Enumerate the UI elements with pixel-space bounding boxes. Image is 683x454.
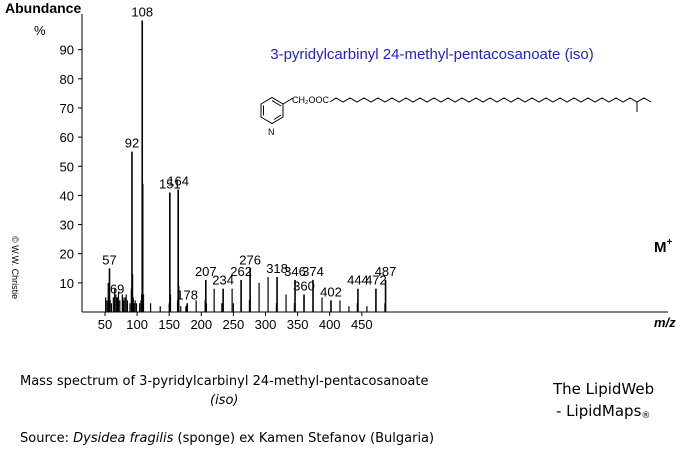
peak-label: 207 xyxy=(195,264,217,279)
brand-lipidmaps-text: - LipidMaps xyxy=(556,402,642,420)
peak-label: 164 xyxy=(167,174,189,189)
x-tick-label: 250 xyxy=(223,317,245,332)
peak-label: 57 xyxy=(102,252,116,267)
brand-lipidweb: The LipidWeb xyxy=(553,380,655,398)
x-tick-label: 50 xyxy=(98,317,112,332)
peak-label: 472 xyxy=(365,273,387,288)
peak-label: 487 xyxy=(375,264,397,279)
peak-label: 151 xyxy=(159,176,181,191)
peak-label: 108 xyxy=(131,5,153,20)
peak-label: 402 xyxy=(320,284,342,299)
figure-caption: Mass spectrum of 3-pyridylcarbinyl 24-me… xyxy=(20,374,429,389)
x-axis-ticks: 50 100 150 200 250 300 350 400 450 xyxy=(98,312,373,332)
mass-spectrum-chart: Abundance % 3-pyridylcarbinyl 24-methyl-… xyxy=(5,0,676,332)
peak-label: 276 xyxy=(239,252,261,267)
y-axis-title: Abundance xyxy=(5,0,81,16)
y-tick-label: 40 xyxy=(60,188,74,203)
peak-label: 374 xyxy=(302,264,324,279)
peak-label: 178 xyxy=(176,287,198,302)
peak-label: 360 xyxy=(293,279,315,294)
y-tick-label: 20 xyxy=(60,247,74,262)
minor-peaks xyxy=(105,183,386,312)
peak-label: 318 xyxy=(266,261,288,276)
chart-title: 3-pyridylcarbinyl 24-methyl-pentacosanoa… xyxy=(270,46,593,63)
molecular-ion-label: M+ xyxy=(654,237,673,256)
brand-lipidmaps: - LipidMaps® xyxy=(556,402,650,421)
x-tick-label: 350 xyxy=(287,317,309,332)
structure-ring-nitrogen: N xyxy=(268,127,275,137)
peak-label: 346 xyxy=(284,264,306,279)
chemical-structure xyxy=(260,96,652,125)
source-organism: Dysidea fragilis xyxy=(73,431,174,446)
y-tick-label: 30 xyxy=(60,218,74,233)
x-tick-label: 400 xyxy=(319,317,341,332)
fatty-acid-chain xyxy=(329,97,652,103)
y-axis-unit: % xyxy=(34,23,46,38)
x-axis-title: m/z xyxy=(654,315,676,330)
y-tick-label: 10 xyxy=(60,276,74,291)
peak-label: 444 xyxy=(347,273,369,288)
x-tick-label: 300 xyxy=(255,317,277,332)
y-tick-label: 60 xyxy=(60,130,74,145)
y-tick-label: 80 xyxy=(60,72,74,87)
source-prefix: Source: xyxy=(20,431,70,446)
x-tick-label: 450 xyxy=(351,317,373,332)
ring-substituent-bond xyxy=(282,97,294,105)
peak-label: 69 xyxy=(110,281,124,296)
structure-ester-group: CH₂OOC xyxy=(292,95,329,105)
figure-caption-iso: (iso) xyxy=(210,393,239,408)
peak-label: 92 xyxy=(125,136,139,151)
x-tick-label: 150 xyxy=(158,317,180,332)
source-line: Source: Dysidea fragilis (sponge) ex Kam… xyxy=(20,431,434,446)
y-tick-label: 90 xyxy=(60,43,74,58)
registered-mark: ® xyxy=(641,411,651,421)
y-tick-label: 50 xyxy=(60,159,74,174)
x-tick-label: 100 xyxy=(126,317,148,332)
source-rest: (sponge) ex Kamen Stefanov (Bulgaria) xyxy=(177,431,435,446)
copyright-notice: © W.W. Christie xyxy=(10,236,20,299)
x-tick-label: 200 xyxy=(190,317,212,332)
pyridine-ring xyxy=(260,96,284,125)
y-axis-ticks: 10 20 30 40 50 60 70 80 90 xyxy=(60,43,82,291)
peak-label: 234 xyxy=(212,273,234,288)
peak-label: 262 xyxy=(230,264,252,279)
y-tick-label: 70 xyxy=(60,101,74,116)
